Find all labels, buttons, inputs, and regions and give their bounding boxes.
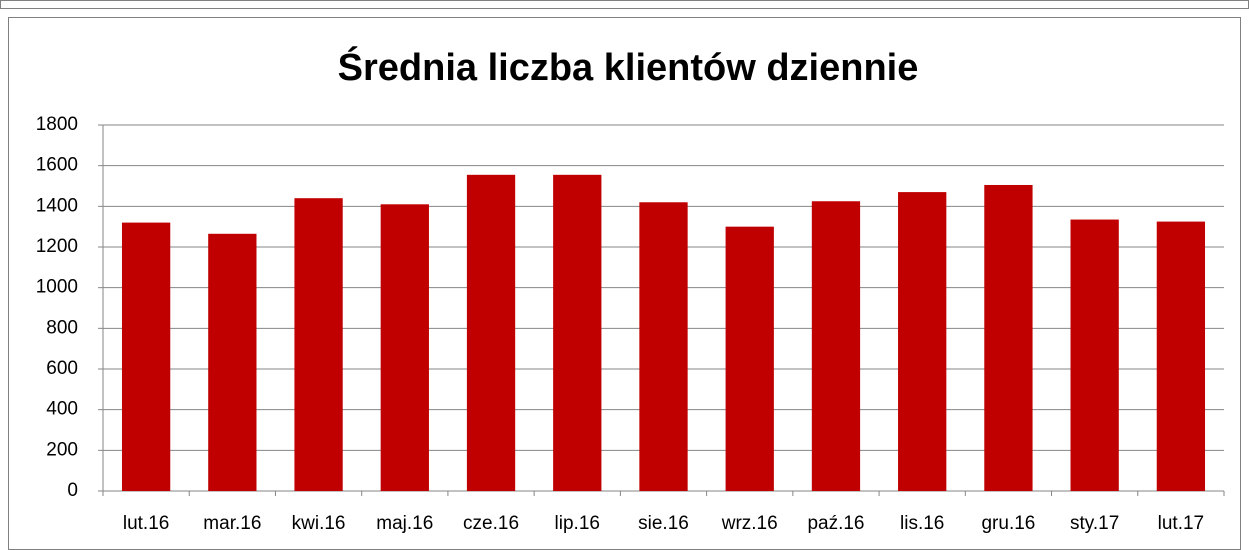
bar xyxy=(1156,221,1206,492)
bar xyxy=(208,233,257,492)
bar xyxy=(1070,219,1119,492)
x-tick-label: paź.16 xyxy=(807,513,864,534)
y-tick-label: 1200 xyxy=(36,236,78,257)
x-tick-label: lis.16 xyxy=(900,513,944,534)
bar xyxy=(553,174,602,492)
y-tick-label: 0 xyxy=(67,480,78,501)
y-tick-label: 600 xyxy=(46,358,78,379)
y-tick-label: 200 xyxy=(46,439,78,460)
x-tick-label: sty.17 xyxy=(1070,513,1119,534)
x-tick-label: mar.16 xyxy=(203,513,261,534)
bar xyxy=(984,184,1033,491)
y-tick-label: 400 xyxy=(46,399,78,420)
chart-title: Średnia liczba klientów dziennie xyxy=(338,45,919,89)
x-tick-label: lip.16 xyxy=(555,513,600,534)
bar xyxy=(898,192,947,491)
x-tick-label: maj.16 xyxy=(376,513,433,534)
y-tick-label: 1800 xyxy=(36,114,78,135)
bar xyxy=(380,204,429,492)
x-tick-label: gru.16 xyxy=(981,513,1035,534)
y-tick-label: 1400 xyxy=(36,195,78,216)
x-tick-label: lut.17 xyxy=(1158,513,1204,534)
y-tick-label: 1600 xyxy=(36,155,78,176)
y-tick-label: 1000 xyxy=(36,277,78,298)
bar xyxy=(294,198,343,491)
bar xyxy=(811,201,861,491)
chart-frame xyxy=(8,17,1241,550)
x-tick-label: wrz.16 xyxy=(721,513,778,534)
x-tick-label: sie.16 xyxy=(638,513,689,534)
top-frame xyxy=(0,0,1249,9)
bar xyxy=(639,202,688,491)
bar xyxy=(725,226,774,491)
x-tick-label: kwi.16 xyxy=(292,513,346,534)
x-tick-label: lut.16 xyxy=(123,513,169,534)
bar xyxy=(121,222,171,491)
x-tick-label: cze.16 xyxy=(463,513,519,534)
y-tick-label: 800 xyxy=(46,317,78,338)
bar xyxy=(466,174,516,492)
